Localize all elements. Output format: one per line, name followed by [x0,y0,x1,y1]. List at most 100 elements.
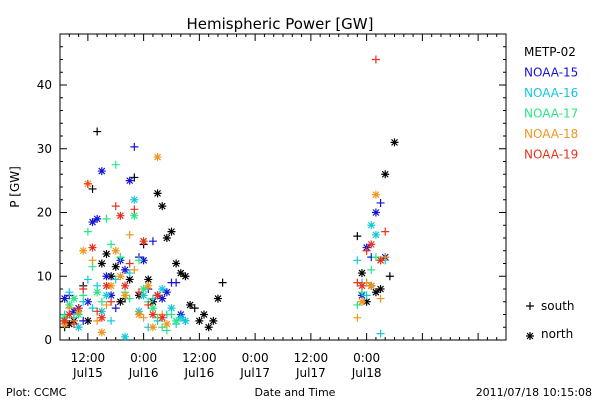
south-point [362,246,371,255]
north-point [158,202,167,211]
south-point [107,316,116,325]
legend-entry: NOAA-18 [524,127,578,141]
x-axis-label: Date and Time [255,386,336,399]
north-point [371,208,380,217]
south-point [107,240,116,249]
south-point [125,269,134,278]
north-point [60,294,69,303]
north-point [116,211,125,220]
legend-entry: NOAA-19 [524,148,578,162]
north-point [116,297,125,306]
north-point [130,211,139,220]
north-point [195,316,204,325]
x-tick-date-label: Jul15 [72,366,103,380]
y-axis: 0 10 20 30 40 [37,33,506,347]
north-point [367,221,376,230]
south-point [93,316,102,325]
north-point [69,294,78,303]
x-tick-date-label: Jul17 [295,366,326,380]
north-point [213,294,222,303]
south-point [116,253,125,262]
north-point [144,275,153,284]
north-point [102,249,111,258]
north-point [93,288,102,297]
south-point [107,297,116,306]
north-point [167,304,176,313]
north-point [139,285,148,293]
y-tick-label: 20 [37,206,52,220]
north-point [148,310,157,319]
north-point [148,323,157,332]
north-point [162,320,171,329]
south-point [79,285,88,293]
north-point [371,190,380,199]
south-point [376,198,385,207]
north-point [371,288,380,297]
north-point [181,272,190,281]
south-point [102,214,111,223]
north-point [97,328,106,337]
south-point [139,313,148,322]
south-point [79,316,88,325]
north-point [65,310,74,319]
north-marker-icon [526,332,534,340]
south-point [158,323,167,332]
north-point [69,307,78,316]
north-point [362,297,371,306]
north-point [367,240,376,249]
north-point [153,153,162,162]
north-point [74,323,83,332]
north-point [88,218,97,227]
north-point [209,316,218,325]
north-point [97,259,106,268]
north-point [139,291,148,300]
north-point [65,320,74,329]
north-point [381,170,390,179]
north-point [357,281,366,290]
north-point [111,246,120,255]
south-point [130,265,139,274]
x-tick-time-label: 0:00 [130,351,157,365]
north-point [176,269,185,278]
north-point [102,291,111,300]
x-tick-time-label: 12:00 [182,351,217,365]
south-point [93,307,102,316]
north-point [60,316,69,325]
north-point [88,243,97,252]
north-point [200,310,209,319]
south-point [88,184,97,193]
south-point [125,259,134,268]
north-point [97,307,106,316]
north-point [97,313,106,322]
north-point [97,167,106,176]
south-point [353,278,362,287]
south-point [88,304,97,313]
south-point [371,55,380,64]
south-point [172,278,181,287]
marker-legend: south north [526,299,575,341]
legend-entry: METP-02 [524,45,576,59]
x-tick-date-label: Jul16 [128,366,159,380]
south-point [376,329,385,338]
y-tick-label: 10 [37,269,52,283]
north-point [158,294,167,303]
south-point [376,294,385,303]
north-point [390,138,399,147]
south-point [125,230,134,239]
south-point [353,300,362,309]
south-point [111,275,120,284]
north-point [102,272,111,281]
north-point [371,230,380,239]
north-point [153,291,162,300]
north-point [153,189,162,198]
north-point [121,291,130,300]
south-point [353,313,362,322]
north-point [172,259,181,268]
south-point [97,297,106,306]
south-point [69,320,78,329]
north-point [181,316,190,325]
north-point [162,288,171,297]
north-point [130,195,139,204]
south-point [371,253,380,262]
